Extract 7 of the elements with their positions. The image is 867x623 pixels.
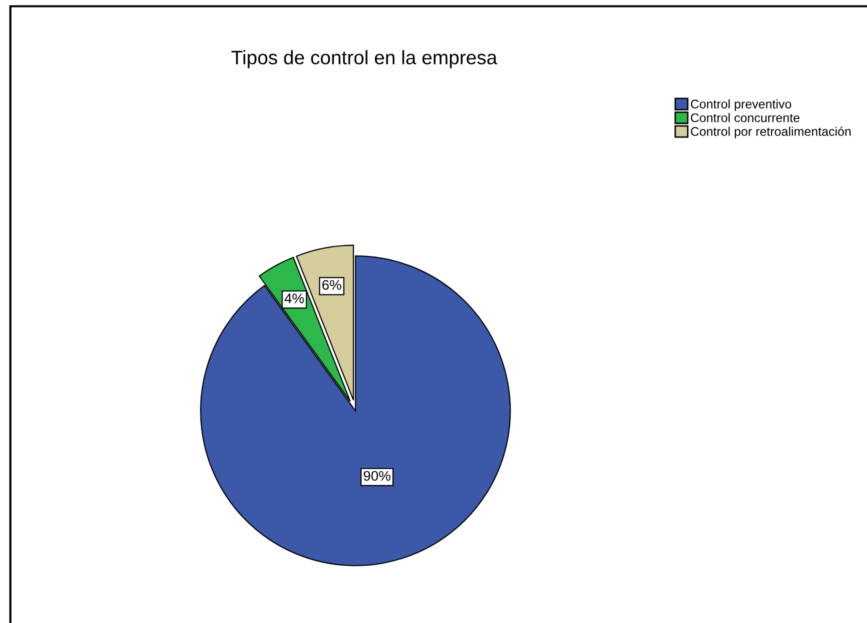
data-label: 90% (364, 470, 390, 481)
chart-title: Tipos de control en la empresa (231, 50, 498, 68)
data-label: 6% (322, 280, 342, 290)
legend-label: Control por retroalimentación (690, 126, 851, 138)
legend-label: Control concurrente (690, 113, 800, 122)
legend-label: Control preventivo (690, 99, 792, 111)
data-label: 4% (284, 294, 304, 304)
